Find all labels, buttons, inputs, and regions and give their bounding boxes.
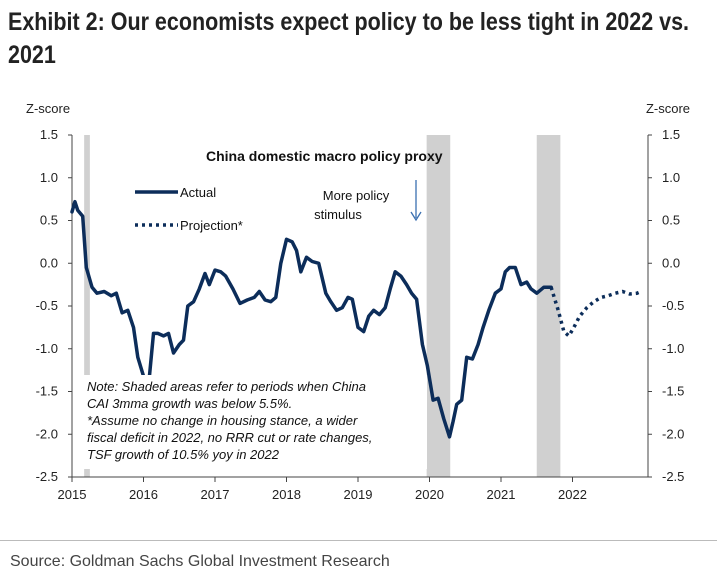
right-y-tick-label: -2.0: [662, 426, 684, 441]
right-y-tick-label: 1.5: [662, 127, 680, 142]
x-tick-label: 2021: [487, 487, 516, 502]
left-y-tick-label: -2.5: [36, 469, 58, 484]
legend-projection-label: Projection*: [180, 218, 243, 233]
right-y-tick-label: -1.5: [662, 384, 684, 399]
right-y-tick-labels: 1.5 1.0 0.5 0.0 -0.5 -1.0 -1.5 -2.0 -2.5: [662, 127, 684, 484]
left-y-tick-label: 0.5: [40, 213, 58, 228]
left-y-tick-label: -1.0: [36, 341, 58, 356]
note-line-3: *Assume no change in housing stance, a w…: [87, 413, 358, 428]
annotation-line-2: stimulus: [314, 207, 362, 222]
left-y-tick-label: 1.0: [40, 170, 58, 185]
x-tick-labels: 2015 2016 2017 2018 2019 2020 2021 2022: [58, 487, 587, 502]
left-y-tick-label: -1.5: [36, 384, 58, 399]
series-line-projection: [549, 286, 642, 338]
x-tick-label: 2020: [415, 487, 444, 502]
right-y-tick-label: 1.0: [662, 170, 680, 185]
down-arrow-head-icon: [410, 211, 422, 222]
policy-annotation: More policy stimulus: [314, 180, 422, 222]
right-y-tick-label: 0.5: [662, 213, 680, 228]
right-y-tick-label: -2.5: [662, 469, 684, 484]
shaded-period-2: [536, 135, 561, 477]
shaded-periods: [84, 135, 561, 477]
legend-actual-label: Actual: [180, 185, 216, 200]
right-axis-label: Z-score: [646, 101, 690, 116]
chart-title: China domestic macro policy proxy: [206, 148, 443, 164]
left-y-tick-labels: 1.5 1.0 0.5 0.0 -0.5 -1.0 -1.5 -2.0 -2.5: [36, 127, 58, 484]
footer-divider: [0, 540, 717, 541]
note-background: [84, 375, 427, 469]
x-tick-label: 2022: [558, 487, 587, 502]
right-y-tick-label: -0.5: [662, 298, 684, 313]
left-y-tick-label: -0.5: [36, 298, 58, 313]
exhibit-title: Exhibit 2: Our economists expect policy …: [8, 8, 690, 69]
x-tick-label: 2015: [58, 487, 87, 502]
source-note: Source: Goldman Sachs Global Investment …: [10, 553, 390, 570]
x-tick-label: 2017: [201, 487, 230, 502]
right-y-tick-label: 0.0: [662, 255, 680, 270]
shaded-period-0: [84, 135, 90, 477]
x-tick-label: 2016: [129, 487, 158, 502]
right-y-tick-label: -1.0: [662, 341, 684, 356]
left-y-tick-label: 1.5: [40, 127, 58, 142]
left-y-tick-label: 0.0: [40, 255, 58, 270]
left-y-tick-label: -2.0: [36, 426, 58, 441]
legend: Actual Projection*: [135, 185, 243, 233]
note-line-4: fiscal deficit in 2022, no RRR cut or ra…: [87, 430, 372, 445]
x-tick-label: 2019: [344, 487, 373, 502]
axes: [68, 134, 652, 482]
note-line-1: Note: Shaded areas refer to periods when…: [87, 379, 366, 394]
chart: 1.5 1.0 0.5 0.0 -0.5 -1.0 -1.5 -2.0 -2.5 1.5 1.0 0…: [26, 101, 690, 502]
note-line-5: TSF growth of 10.5% yoy in 2022: [87, 447, 280, 462]
note-line-2: CAI 3mma growth was below 5.5%.: [87, 396, 292, 411]
left-axis-label: Z-score: [26, 101, 70, 116]
x-tick-label: 2018: [272, 487, 301, 502]
annotation-line-1: More policy: [323, 188, 390, 203]
note: Note: Shaded areas refer to periods when…: [84, 375, 427, 469]
